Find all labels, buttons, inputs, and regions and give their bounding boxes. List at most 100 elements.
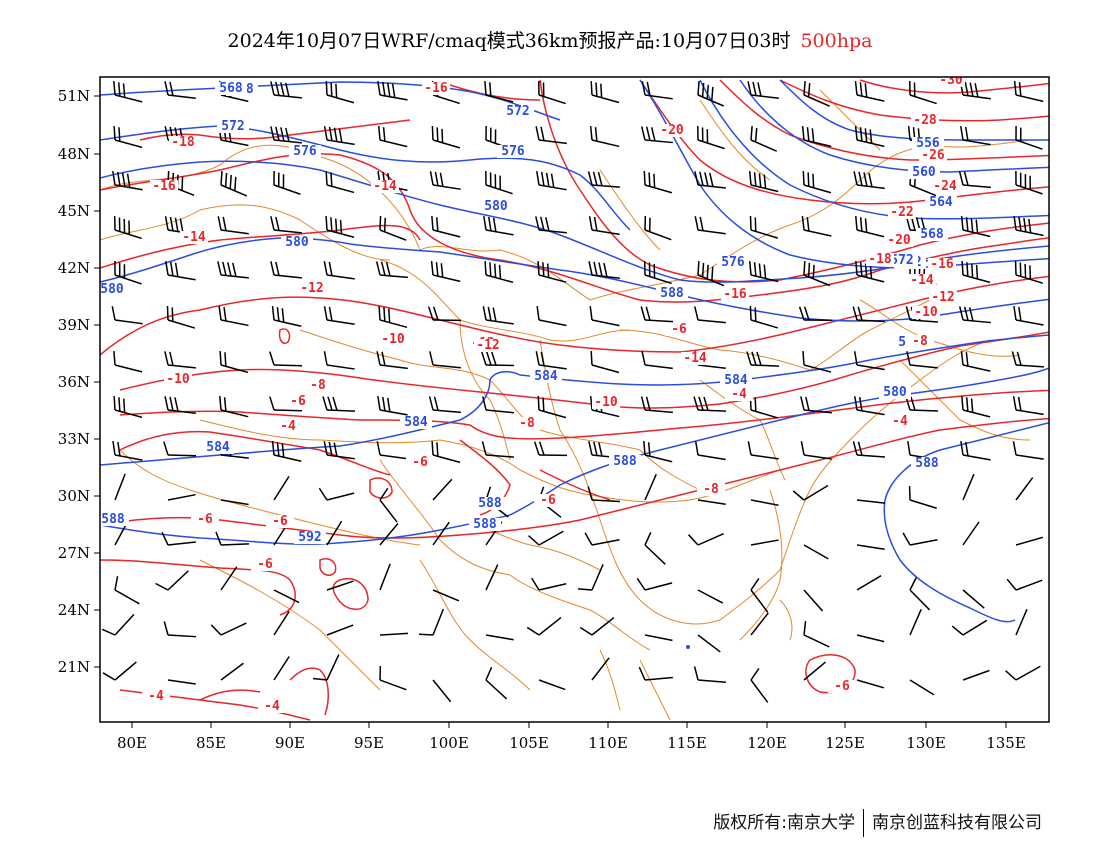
wind-barb <box>113 395 143 419</box>
temperature-label-bg <box>142 690 170 703</box>
lon-tick-label: 115E <box>667 734 707 752</box>
wind-barb <box>643 440 673 463</box>
temperature-label: -10 <box>381 332 405 347</box>
temperature-label-bg <box>284 395 312 408</box>
boundary-lines <box>100 89 1031 721</box>
wind-barb <box>379 215 407 241</box>
height-label-bg <box>294 531 326 544</box>
lon-tick-label: 125E <box>825 734 865 752</box>
wind-barb <box>378 125 408 148</box>
wind-barb <box>377 396 408 416</box>
wind-barb <box>750 577 769 613</box>
wind-barb <box>803 80 830 107</box>
wind-barb <box>536 171 567 191</box>
wind-barb <box>589 306 620 327</box>
temperature-label: -20 <box>660 123 684 138</box>
wind-barb <box>111 306 143 325</box>
latitude-axis: 51N 48N 45N 42N 39N 36N 33N 30N 27N 24N 21N <box>58 87 100 676</box>
wind-barb <box>432 521 450 546</box>
height-label: 572 <box>506 104 529 119</box>
height-label: 580 <box>883 385 907 400</box>
wind-barb <box>481 351 515 367</box>
copyright-footer: 版权所有:南京大学 南京创蓝科技有限公司 <box>713 808 1042 837</box>
wind-barb <box>220 566 238 591</box>
wind-barb <box>163 441 197 457</box>
temperature-label-bg <box>592 396 620 409</box>
wind-barb <box>697 634 721 653</box>
wind-barb <box>750 125 777 152</box>
temperature-label-bg <box>304 379 332 392</box>
wind-barb <box>694 306 726 324</box>
wind-barb <box>697 499 726 506</box>
wind-barb <box>640 306 673 323</box>
footer-separator <box>863 809 864 837</box>
wind-barb <box>687 533 724 546</box>
wind-barb <box>798 306 833 322</box>
wind-barb <box>376 351 408 370</box>
wind-barb <box>537 80 566 105</box>
wind-barb <box>418 608 445 636</box>
wind-barb <box>1015 608 1028 636</box>
wind-barb <box>270 81 302 99</box>
wind-barb <box>167 679 196 685</box>
height-label: 584 <box>206 440 230 455</box>
wind-barb <box>113 215 142 240</box>
wind-barb <box>163 621 196 638</box>
lat-tick-label: 33N <box>58 430 90 448</box>
wind-barb <box>693 396 727 412</box>
wind-barb <box>114 473 126 501</box>
wind-barb <box>217 216 249 235</box>
height-label-bg <box>215 82 247 95</box>
wind-barb <box>694 441 726 461</box>
lat-tick-label: 24N <box>58 601 90 619</box>
wind-barb <box>750 499 779 506</box>
wind-barb <box>803 544 829 560</box>
lat-tick-label: 30N <box>58 487 90 505</box>
wind-barb <box>1006 578 1043 591</box>
wind-barb <box>325 80 355 104</box>
wind-barb <box>323 126 355 146</box>
wind-barb <box>1005 665 1041 681</box>
temperature-label: -4 <box>280 419 296 434</box>
wind-barb <box>1012 396 1044 416</box>
wind-barb <box>1012 441 1044 460</box>
temperature-label: -28 <box>913 113 937 128</box>
wind-barb <box>748 260 779 283</box>
temperature-label-bg <box>513 417 541 430</box>
wind-barb <box>482 396 514 414</box>
wind-barb <box>161 531 196 546</box>
wind-barb <box>484 80 514 103</box>
height-label-bg <box>502 105 534 118</box>
wind-barb <box>1013 80 1044 103</box>
height-label-bg <box>281 236 313 249</box>
height-label: 592 <box>298 530 321 545</box>
temperature-label-bg <box>697 483 725 496</box>
temperature-label: -10 <box>166 372 190 387</box>
temperature-label-bg <box>908 274 936 287</box>
wind-barb <box>273 475 290 501</box>
wind-barb <box>587 486 620 503</box>
wind-barb <box>697 125 725 150</box>
temperature-label: -24 <box>933 179 957 194</box>
wind-barb <box>644 215 672 241</box>
wind-barb <box>951 619 988 636</box>
wind-barb <box>590 80 620 104</box>
map-title: 2024年10月07日WRF/cmaq模式36km预报产品:10月07日03时 5… <box>0 26 1100 53</box>
height-label: 588 <box>478 496 502 511</box>
height-label: 568 <box>219 81 243 96</box>
wind-barb <box>326 580 354 591</box>
wind-barb <box>854 125 885 148</box>
temperature-label-bg <box>828 680 856 693</box>
wind-barb <box>431 125 461 149</box>
temperature-label: -10 <box>914 305 938 320</box>
temperature-label: -18 <box>171 135 195 150</box>
wind-barb <box>323 351 355 370</box>
wind-barb <box>750 668 769 703</box>
wind-barb <box>960 351 991 372</box>
wind-barb <box>102 661 137 681</box>
height-label: 588 <box>473 517 497 532</box>
wind-barb <box>432 589 460 602</box>
wind-barb <box>270 126 302 144</box>
wind-barb <box>747 441 779 460</box>
wind-barb <box>1013 216 1044 237</box>
